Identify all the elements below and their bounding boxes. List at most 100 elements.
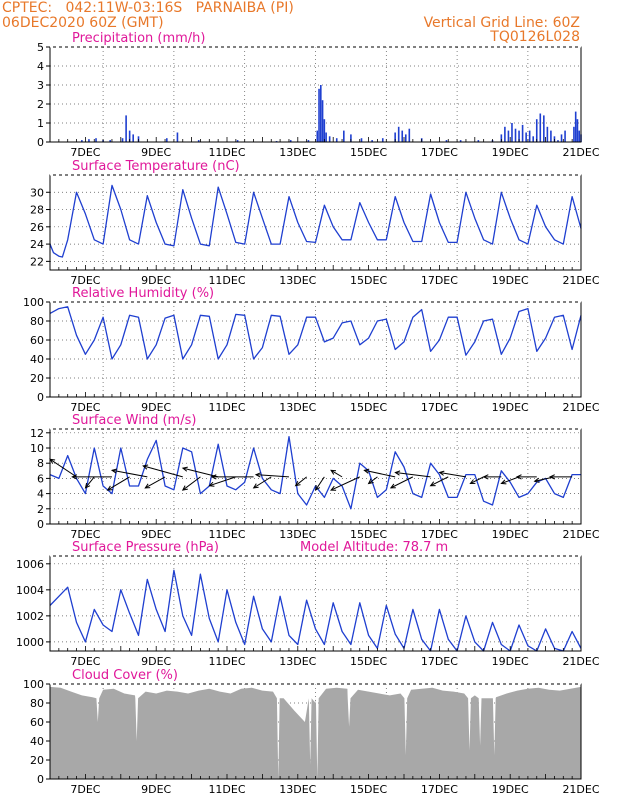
y-tick-label: 8 bbox=[37, 457, 44, 470]
x-tick-label: 9DEC bbox=[141, 783, 171, 796]
precip-bar bbox=[81, 140, 83, 142]
precip-bar bbox=[316, 130, 319, 142]
wind-arrowhead bbox=[210, 474, 217, 480]
wind-arrowhead bbox=[394, 470, 401, 476]
x-tick-label: 9DEC bbox=[141, 146, 171, 159]
precip-bar bbox=[573, 126, 575, 142]
precip-bar bbox=[518, 130, 520, 142]
x-tick-label: 21DEC bbox=[562, 528, 599, 541]
panel-title: Precipitation (mm/h) bbox=[72, 31, 205, 46]
wind-arrow bbox=[182, 467, 219, 478]
y-tick-label: 40 bbox=[30, 735, 44, 748]
precip-bar bbox=[381, 138, 384, 142]
x-tick-label: 19DEC bbox=[492, 146, 529, 159]
x-tick-label: 9DEC bbox=[141, 528, 171, 541]
wind-arrowhead bbox=[314, 485, 321, 492]
y-tick-label: 4 bbox=[37, 60, 44, 73]
x-tick-label: 21DEC bbox=[562, 783, 599, 796]
wind-arrowhead bbox=[181, 485, 188, 491]
wind-arrowhead bbox=[469, 479, 476, 485]
precip-bar bbox=[564, 130, 566, 142]
precip-bar bbox=[408, 128, 411, 142]
wind-arrow bbox=[330, 469, 343, 478]
panel-3 bbox=[46, 301, 582, 398]
y-tick-label: 100 bbox=[23, 296, 44, 309]
precip-bar bbox=[323, 119, 326, 142]
precip-bar bbox=[521, 124, 524, 142]
panel-1 bbox=[46, 46, 582, 143]
x-tick-label: 7DEC bbox=[70, 274, 100, 287]
y-tick-label: 10 bbox=[30, 442, 44, 455]
wind-arrowhead bbox=[533, 477, 540, 483]
panel-annotation: Model Altitude: 78.7 m bbox=[300, 540, 448, 555]
series-line bbox=[49, 569, 582, 652]
precip-bar bbox=[121, 138, 124, 142]
y-tick-label: 100 bbox=[23, 678, 44, 691]
wind-arrow bbox=[501, 476, 520, 484]
wind-arrow bbox=[430, 476, 449, 487]
precip-bar bbox=[459, 140, 462, 142]
wind-arrowhead bbox=[367, 478, 374, 485]
precip-bar bbox=[236, 140, 239, 142]
wind-arrow bbox=[395, 471, 431, 478]
x-tick-label: 17DEC bbox=[421, 655, 458, 668]
precip-bar bbox=[109, 140, 111, 142]
wind-arrowhead bbox=[482, 474, 489, 480]
wind-arrow bbox=[364, 469, 396, 478]
y-tick-label: 12 bbox=[30, 427, 44, 440]
panel-5 bbox=[46, 555, 582, 652]
wind-arrow bbox=[49, 458, 77, 478]
precip-bar bbox=[528, 130, 531, 142]
series-line bbox=[49, 435, 581, 510]
wind-arrowhead bbox=[144, 483, 151, 489]
wind-arrow bbox=[85, 476, 95, 489]
x-tick-label: 15DEC bbox=[350, 146, 387, 159]
precip-bar bbox=[125, 115, 127, 142]
y-tick-label: 20 bbox=[30, 754, 44, 767]
precip-bar bbox=[88, 139, 90, 142]
precip-bar bbox=[176, 132, 179, 142]
precip-bar bbox=[574, 111, 577, 142]
precip-bar bbox=[307, 140, 310, 142]
panel-4 bbox=[46, 428, 582, 525]
y-tick-label: 30 bbox=[30, 186, 44, 199]
wind-arrowhead bbox=[330, 485, 337, 491]
y-tick-label: 6 bbox=[37, 472, 44, 485]
y-tick-label: 80 bbox=[30, 315, 44, 328]
y-tick-label: 0 bbox=[37, 391, 44, 404]
wind-arrowhead bbox=[330, 469, 337, 475]
precip-bar bbox=[166, 138, 168, 142]
precip-bar bbox=[320, 85, 322, 142]
x-tick-label: 19DEC bbox=[492, 655, 529, 668]
x-tick-label: 21DEC bbox=[562, 401, 599, 414]
precip-bar bbox=[335, 138, 338, 142]
precip-bar bbox=[560, 134, 563, 142]
precip-bar bbox=[507, 130, 510, 142]
y-tick-label: 28 bbox=[30, 204, 44, 217]
header-grid-line: Vertical Grid Line: 60Z bbox=[423, 15, 580, 31]
y-tick-label: 3 bbox=[37, 79, 44, 92]
precip-bar bbox=[557, 140, 559, 142]
x-tick-label: 11DEC bbox=[208, 401, 245, 414]
panel-title: Surface Wind (m/s) bbox=[72, 413, 196, 428]
precip-bar bbox=[546, 126, 549, 142]
header-station: CPTEC: 042:11W-03:16S PARNAIBA (PI) bbox=[2, 0, 294, 16]
precip-bar bbox=[328, 136, 331, 142]
y-tick-label: 22 bbox=[30, 255, 44, 268]
x-tick-label: 15DEC bbox=[350, 274, 387, 287]
y-tick-label: 0 bbox=[37, 136, 44, 149]
wind-arrowhead bbox=[363, 468, 370, 474]
precip-bar bbox=[394, 132, 396, 142]
x-tick-label: 7DEC bbox=[70, 401, 100, 414]
wind-arrowhead bbox=[294, 480, 301, 487]
precip-bar bbox=[535, 119, 538, 142]
wind-arrowhead bbox=[142, 464, 149, 470]
precip-bar bbox=[371, 140, 373, 142]
precip-bar bbox=[350, 134, 352, 142]
x-tick-label: 21DEC bbox=[562, 274, 599, 287]
wind-arrow bbox=[390, 476, 414, 489]
precip-bar bbox=[401, 130, 404, 142]
x-tick-label: 17DEC bbox=[421, 528, 458, 541]
y-tick-label: 0 bbox=[37, 773, 44, 786]
